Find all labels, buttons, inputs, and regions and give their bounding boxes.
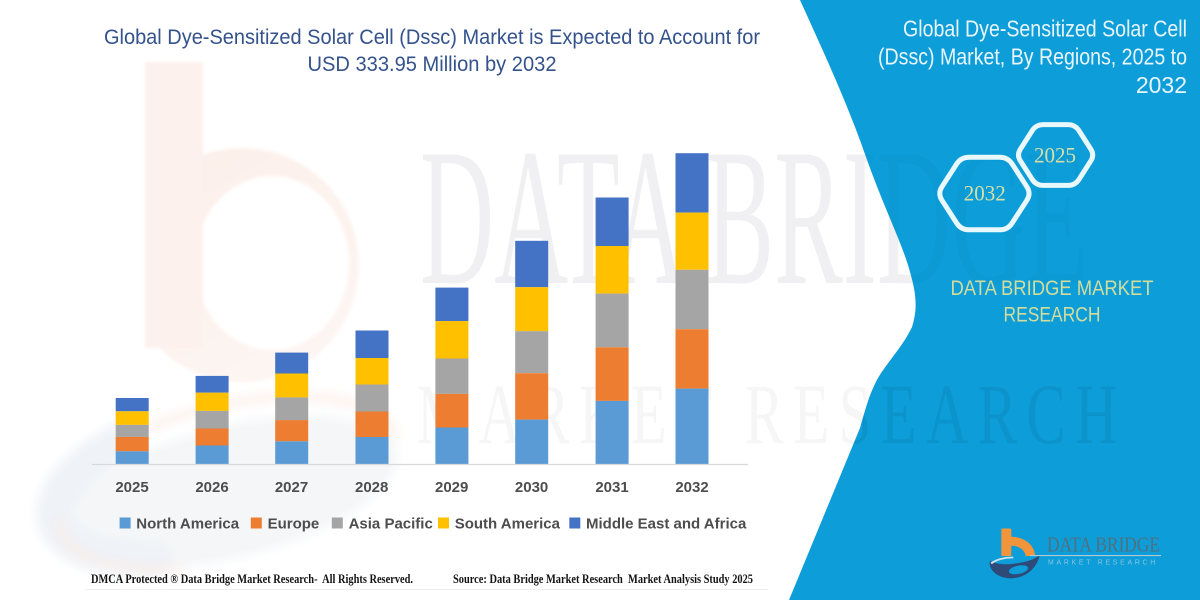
svg-text:2025: 2025 [1034, 143, 1076, 168]
svg-text:Middle East and Africa: Middle East and Africa [586, 516, 747, 533]
svg-text:2031: 2031 [595, 479, 628, 496]
svg-text:RESEARCH: RESEARCH [1004, 303, 1101, 327]
svg-text:2029: 2029 [435, 479, 468, 496]
svg-text:2032: 2032 [675, 479, 708, 496]
svg-text:Europe: Europe [268, 516, 320, 533]
svg-text:2030: 2030 [515, 479, 548, 496]
svg-text:MARKET RESEARCH: MARKET RESEARCH [1048, 558, 1158, 567]
svg-text:USD 333.95 Million by 2032: USD 333.95 Million by 2032 [308, 53, 557, 76]
svg-text:2028: 2028 [355, 479, 388, 496]
svg-text:Asia Pacific: Asia Pacific [349, 516, 433, 533]
svg-text:North America: North America [136, 516, 239, 533]
svg-text:South America: South America [455, 516, 561, 533]
svg-text:(Dssc) Market, By Regions, 202: (Dssc) Market, By Regions, 2025 to [878, 44, 1187, 70]
svg-text:DATA BRIDGE MARKET: DATA BRIDGE MARKET [951, 276, 1154, 300]
svg-text:2027: 2027 [275, 479, 308, 496]
svg-text:2026: 2026 [195, 479, 228, 496]
svg-text:DATA BRIDGE: DATA BRIDGE [1047, 533, 1160, 557]
svg-text:Source: Data Bridge Market Res: Source: Data Bridge Market Research Mark… [453, 572, 753, 586]
svg-text:2032: 2032 [1136, 72, 1187, 98]
svg-text:2025: 2025 [115, 479, 148, 496]
svg-text:DMCA Protected ® Data Bridge M: DMCA Protected ® Data Bridge Market Rese… [91, 572, 413, 586]
svg-text:2032: 2032 [964, 181, 1006, 206]
svg-text:Global Dye-Sensitized Solar Ce: Global Dye-Sensitized Solar Cell (Dssc) … [104, 26, 760, 49]
svg-text:Global Dye-Sensitized Solar Ce: Global Dye-Sensitized Solar Cell [903, 16, 1187, 42]
